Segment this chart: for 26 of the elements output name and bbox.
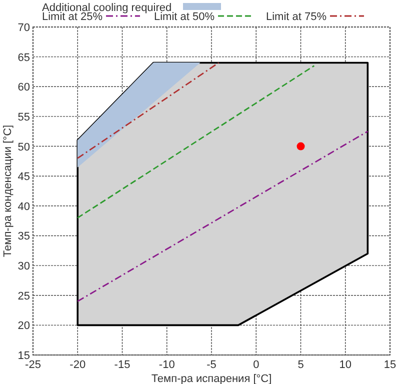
x-tick-label: -10 <box>158 359 175 371</box>
x-tick-label: -15 <box>114 359 130 371</box>
y-tick-label: 15 <box>18 350 30 362</box>
y-tick-label: 60 <box>18 82 30 94</box>
legend-label: Limit at 50% <box>154 11 215 23</box>
y-axis-title: Темп-ра конденсации [°C] <box>2 124 14 258</box>
x-tick-label: 15 <box>384 359 396 371</box>
y-tick-label: 25 <box>18 290 30 302</box>
y-tick-label: 65 <box>18 52 30 64</box>
y-tick-label: 45 <box>18 171 30 184</box>
y-tick-label: 30 <box>18 260 30 273</box>
y-tick-label: 70 <box>18 22 30 34</box>
y-tick-label: 50 <box>18 141 30 154</box>
legend-label: Limit at 75% <box>266 11 327 23</box>
x-tick-label: -5 <box>206 359 216 371</box>
x-tick-label: -25 <box>25 359 41 371</box>
x-tick-label: 5 <box>298 359 304 371</box>
legend-label: Limit at 25% <box>42 11 103 23</box>
y-tick-label: 35 <box>18 230 30 243</box>
x-tick-label: 10 <box>339 359 352 371</box>
x-axis-title: Темп-ра испарения [°C] <box>151 373 272 384</box>
x-tick-label: 0 <box>253 359 260 371</box>
y-tick-label: 20 <box>18 320 30 332</box>
y-tick-label: 55 <box>18 111 30 124</box>
x-tick-label: -20 <box>70 359 86 371</box>
y-tick-label: 40 <box>18 200 30 213</box>
